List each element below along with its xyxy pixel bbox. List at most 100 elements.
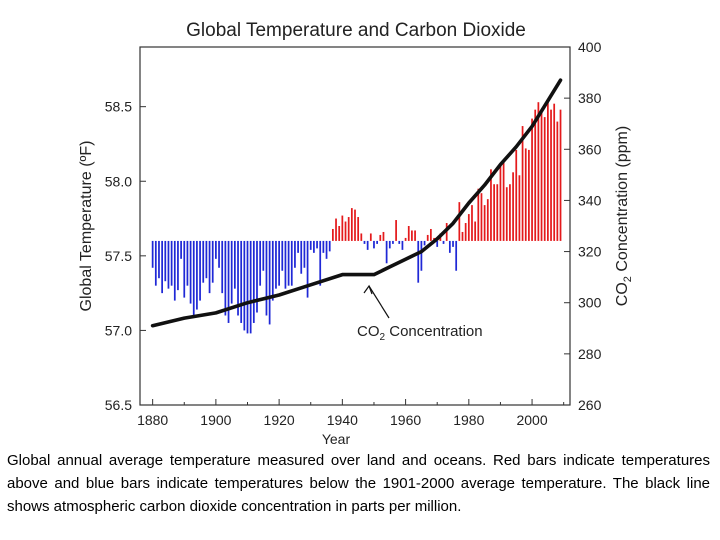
right-tick-label: 300 <box>578 295 602 311</box>
x-axis-label: Year <box>322 431 351 447</box>
temperature-bar <box>461 231 464 241</box>
temperature-bar <box>531 118 533 241</box>
temperature-bar <box>458 202 461 241</box>
temperature-bar <box>480 193 483 241</box>
right-tick-label: 320 <box>578 244 602 260</box>
temperature-bar <box>284 240 287 289</box>
right-tick-label: 400 <box>578 39 602 55</box>
temperature-bar <box>215 240 217 259</box>
temperature-bar <box>369 233 372 241</box>
temperature-bar <box>221 240 224 294</box>
temperature-bar <box>167 240 170 289</box>
temperature-bar <box>290 240 293 286</box>
temperature-bar <box>354 209 356 241</box>
x-tick-label: 1980 <box>453 412 484 428</box>
temperature-bar <box>211 240 214 283</box>
temperature-bar <box>202 240 205 283</box>
temperature-bar <box>183 240 186 298</box>
temperature-bar <box>177 240 179 291</box>
temperature-bar <box>341 215 344 241</box>
temperature-bar <box>199 240 201 301</box>
co2-concentration-line <box>150 78 563 328</box>
temperature-bar <box>357 217 360 241</box>
temperature-bar <box>180 240 182 259</box>
right-tick-label: 260 <box>578 397 602 413</box>
temperature-bar <box>486 199 489 241</box>
co2-annotation: CO2 Concentration <box>357 284 483 343</box>
temperature-co2-chart: Global Temperature and Carbon Dioxide 18… <box>78 20 634 447</box>
temperature-bar <box>483 205 486 241</box>
temperature-bar <box>499 163 502 241</box>
temperature-bar <box>379 234 382 241</box>
temperature-bar <box>407 226 410 241</box>
temperature-bar <box>300 240 303 274</box>
temperature-bar <box>252 240 255 323</box>
annotation-arrow-shaft <box>368 285 390 319</box>
temperature-bar <box>246 240 249 334</box>
temperature-bar <box>502 161 505 241</box>
temperature-bar <box>543 117 546 241</box>
annotation-arrow-head <box>363 284 373 295</box>
temperature-bar <box>401 240 404 250</box>
temperature-bar <box>259 240 262 286</box>
temperature-bar <box>366 240 369 250</box>
temperature-bar <box>350 208 353 241</box>
bars-layer <box>151 100 562 334</box>
temperature-bar <box>170 240 173 286</box>
co2-layer <box>150 78 563 328</box>
left-tick-label: 58.0 <box>105 173 132 189</box>
right-tick-label: 360 <box>578 141 602 157</box>
temperature-bar <box>467 214 470 241</box>
temperature-bar <box>230 240 233 304</box>
temperature-bar <box>332 228 334 241</box>
temperature-bar <box>161 240 163 294</box>
temperature-bar <box>328 240 331 252</box>
left-tick-label: 58.5 <box>105 99 132 115</box>
temperature-bar <box>493 184 495 241</box>
temperature-bar <box>550 109 552 241</box>
temperature-bar <box>490 169 492 241</box>
temperature-bar <box>528 149 530 241</box>
temperature-bar <box>430 228 432 241</box>
chart-title: Global Temperature and Carbon Dioxide <box>186 20 526 41</box>
temperature-bar <box>376 240 378 244</box>
temperature-bar <box>224 240 227 316</box>
x-tick-label: 1960 <box>390 412 421 428</box>
temperature-bar <box>249 240 252 334</box>
temperature-bar <box>297 240 299 253</box>
temperature-bar <box>556 121 559 241</box>
temperature-bar <box>382 231 385 241</box>
temperature-bar <box>471 205 473 241</box>
temperature-bar <box>518 175 521 241</box>
temperature-bar <box>256 240 258 313</box>
left-tick-label: 57.5 <box>105 248 132 264</box>
temperature-bar <box>509 184 511 241</box>
temperature-bar <box>319 240 322 286</box>
right-axis-label-sub: 2 <box>622 276 634 282</box>
temperature-bar <box>455 240 458 271</box>
temperature-bar <box>227 240 230 323</box>
right-tick-label: 380 <box>578 90 602 106</box>
temperature-bar <box>388 240 391 249</box>
temperature-bar <box>505 187 508 241</box>
temperature-bar <box>208 240 211 294</box>
temperature-bar <box>385 240 388 264</box>
temperature-bar <box>278 240 280 286</box>
temperature-bar <box>347 217 350 241</box>
temperature-bar <box>240 240 243 323</box>
right-axis-label-suffix: Concentration (ppm) <box>614 126 631 276</box>
temperature-bar <box>540 112 543 241</box>
temperature-bar <box>275 240 277 289</box>
temperature-bar <box>559 109 562 241</box>
temperature-bar <box>547 100 549 241</box>
temperature-bar <box>322 240 325 253</box>
temperature-bar <box>417 240 420 283</box>
temperature-bar <box>164 240 167 282</box>
temperature-bar <box>515 149 518 241</box>
temperature-bar <box>186 240 189 286</box>
temperature-bar <box>205 240 208 279</box>
temperature-bar <box>452 240 454 247</box>
left-tick-label: 56.5 <box>105 397 132 413</box>
temperature-bar <box>537 102 540 241</box>
temperature-bar <box>344 221 347 241</box>
